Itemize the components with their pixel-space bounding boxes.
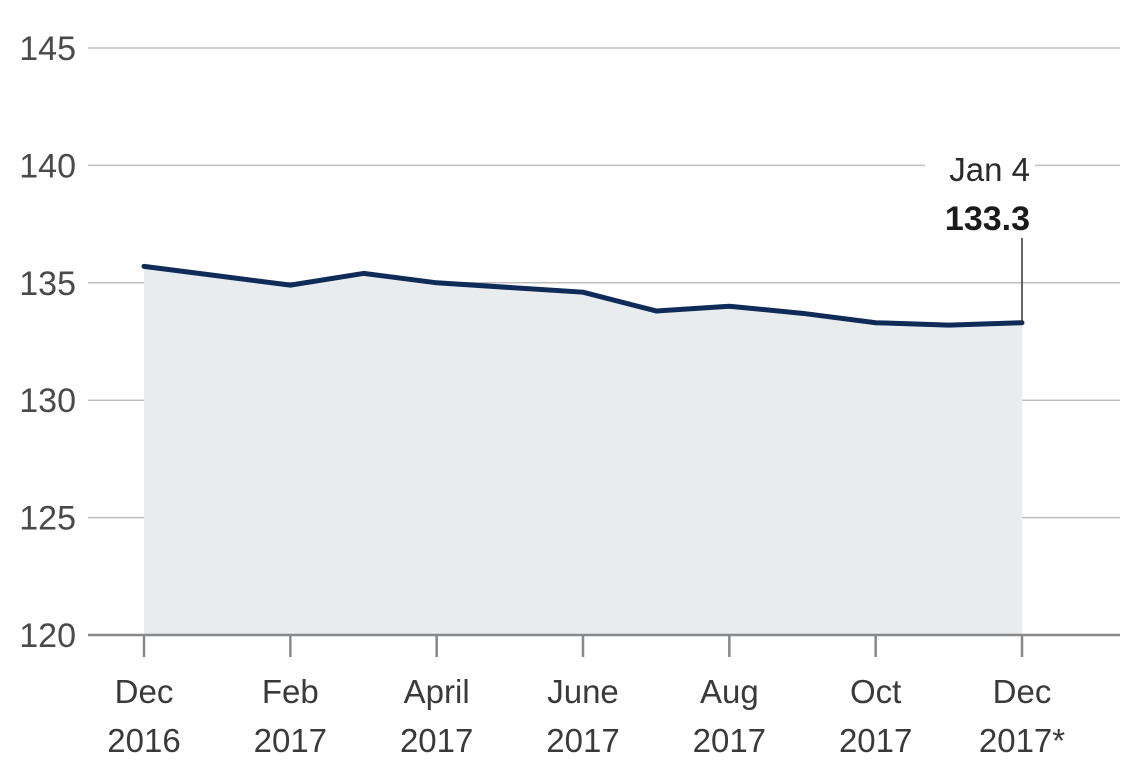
x-tick-label-line1: Dec: [993, 673, 1052, 710]
y-tick-label: 120: [19, 617, 76, 655]
x-tick-label-line1: June: [547, 673, 619, 710]
x-axis-tick-labels: Dec 2016 Feb 2017 April 2017 June 2017 Aug 2017 Oc…: [107, 673, 1065, 759]
x-tick-label-line1: April: [404, 673, 470, 710]
y-tick-label: 135: [19, 265, 76, 303]
x-tick-label-line2: 2017: [693, 722, 766, 759]
x-axis: [88, 633, 1120, 657]
y-tick-label: 145: [19, 30, 76, 68]
y-tick-label: 130: [19, 382, 76, 420]
last-value-annotation: Jan 4 133.3: [925, 148, 1035, 323]
area-fill-layer: [144, 266, 1022, 635]
x-tick-label-line2: 2017: [254, 722, 327, 759]
x-tick-label-line2: 2016: [107, 722, 180, 759]
x-tick-label-line2: 2017: [546, 722, 619, 759]
x-tick-label-line2: 2017: [400, 722, 473, 759]
y-tick-label: 140: [19, 147, 76, 185]
series-line: [141, 263, 1025, 328]
area-fill: [144, 266, 1022, 635]
x-tick-label-line1: Oct: [850, 673, 901, 710]
x-tick-label-line1: Aug: [700, 673, 759, 710]
x-tick-label-line2: 2017*: [979, 722, 1065, 759]
annotation-background: [925, 148, 1035, 238]
y-axis-tick-labels: 120 125 130 135 140 145: [19, 30, 76, 655]
y-tick-label: 125: [19, 500, 76, 538]
annotation-value-label: 133.3: [945, 200, 1030, 238]
x-tick-label-line2: 2017: [839, 722, 912, 759]
annotation-date-label: Jan 4: [949, 151, 1030, 188]
x-tick-label-line1: Feb: [262, 673, 319, 710]
x-tick-label-line1: Dec: [115, 673, 174, 710]
series-line-layer: [141, 263, 1025, 328]
